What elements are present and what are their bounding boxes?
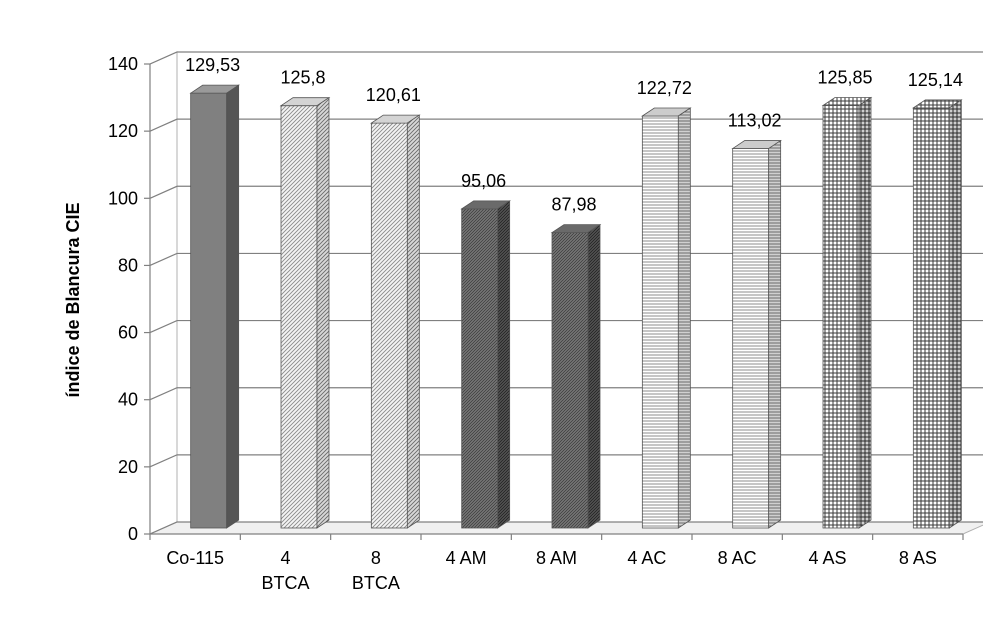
x-tick-label: 4 AS xyxy=(808,548,846,568)
bar-side xyxy=(226,84,240,529)
y-tick-label: 40 xyxy=(118,390,138,410)
bar-front xyxy=(190,92,228,529)
gridline xyxy=(149,51,983,65)
gridline xyxy=(149,319,983,334)
x-tick-label: 4 AC xyxy=(627,548,666,568)
bars xyxy=(189,84,963,529)
bar xyxy=(370,114,421,529)
data-label: 125,14 xyxy=(908,70,963,90)
gridline xyxy=(149,387,983,401)
bar xyxy=(460,200,511,529)
y-tick-label: 20 xyxy=(118,457,138,477)
x-tick-label: BTCA xyxy=(261,573,309,593)
x-tick-label: 8 xyxy=(371,548,381,568)
bar-side xyxy=(948,99,962,529)
bar-side xyxy=(768,139,782,529)
side-wall xyxy=(149,51,178,535)
gridline xyxy=(149,118,983,132)
labels: 0 20 40 60 80 100 120 140 129,53 Co-115 125,8 4 BTCA… xyxy=(108,54,963,593)
bar-side xyxy=(497,200,511,529)
bar xyxy=(912,99,963,529)
y-tick-label: 120 xyxy=(108,121,138,141)
bar-front xyxy=(641,115,679,529)
gridline xyxy=(149,185,983,199)
bar-front xyxy=(732,148,770,529)
bar-front xyxy=(461,208,499,529)
bar-side xyxy=(587,223,601,529)
data-label: 120,61 xyxy=(366,85,421,105)
bar-side xyxy=(858,96,872,529)
data-label: 129,53 xyxy=(185,55,240,75)
y-tick-label: 100 xyxy=(108,188,138,208)
data-label: 87,98 xyxy=(551,195,596,215)
y-tick-label: 140 xyxy=(108,54,138,74)
y-axis-title: índice de Blancura CIE xyxy=(63,202,83,397)
axes xyxy=(144,63,964,540)
data-label: 113,02 xyxy=(728,111,782,131)
data-label: 122,72 xyxy=(637,78,692,98)
bar xyxy=(279,96,331,529)
x-tick-label: 8 AS xyxy=(899,548,937,568)
data-label: 125,8 xyxy=(280,68,325,88)
x-tick-label: BTCA xyxy=(352,573,400,593)
bar xyxy=(641,107,692,529)
gridline xyxy=(149,454,983,468)
bar-front xyxy=(370,122,408,529)
bar-front xyxy=(551,232,589,529)
y-tick-label: 0 xyxy=(128,524,138,544)
bar xyxy=(189,84,240,529)
y-tick-label: 60 xyxy=(118,323,138,343)
data-label: 125,85 xyxy=(817,68,872,88)
data-label: 95,06 xyxy=(461,171,506,191)
x-tick-label: 4 xyxy=(280,548,290,568)
gridline xyxy=(149,252,983,266)
bar-front xyxy=(912,107,950,529)
bar xyxy=(821,96,873,529)
bar-side xyxy=(316,96,330,529)
gridline xyxy=(149,521,983,535)
y-tick-label: 80 xyxy=(118,255,138,275)
bar-front xyxy=(822,105,860,529)
bar-side xyxy=(406,114,420,529)
bar-side xyxy=(677,107,691,529)
x-tick-label: Co-115 xyxy=(166,548,224,568)
gridlines xyxy=(149,51,983,535)
x-tick-label: 8 AC xyxy=(718,548,757,568)
bar-front xyxy=(280,105,318,529)
bar xyxy=(731,139,782,529)
bar xyxy=(550,223,602,529)
x-tick-label: 4 AM xyxy=(446,548,487,568)
x-tick-label: 8 AM xyxy=(536,548,577,568)
